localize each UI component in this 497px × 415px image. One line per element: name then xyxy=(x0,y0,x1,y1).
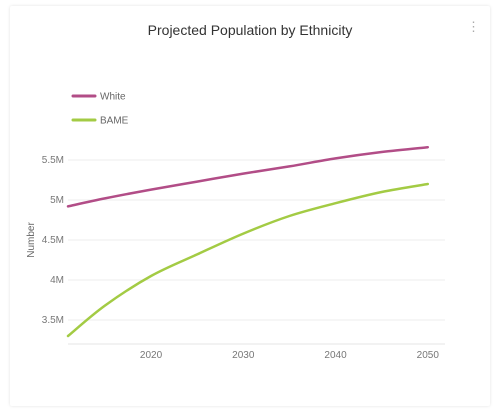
kebab-menu-icon[interactable]: ⋮ xyxy=(467,19,480,34)
series-line-white xyxy=(66,145,430,208)
legend-label-white: White xyxy=(100,92,126,103)
y-tick-label: 4M xyxy=(50,275,64,286)
y-tick-label: 5.5M xyxy=(42,155,64,166)
x-tick-label: 2030 xyxy=(232,350,255,361)
series-line-bame xyxy=(66,182,430,338)
legend-label-bame: BAME xyxy=(100,116,129,127)
x-tick-label: 2040 xyxy=(324,350,347,361)
x-tick-label: 2050 xyxy=(417,350,440,361)
y-tick-label: 3.5M xyxy=(42,315,64,326)
y-tick-label: 5M xyxy=(50,195,64,206)
chart-card: Projected Population by Ethnicity ⋮ xyxy=(10,6,490,406)
y-tick-label: 4.5M xyxy=(42,235,64,246)
x-tick-label: 2020 xyxy=(140,350,163,361)
y-axis-title: Number xyxy=(26,222,37,258)
chart-title: Projected Population by Ethnicity xyxy=(147,22,353,38)
